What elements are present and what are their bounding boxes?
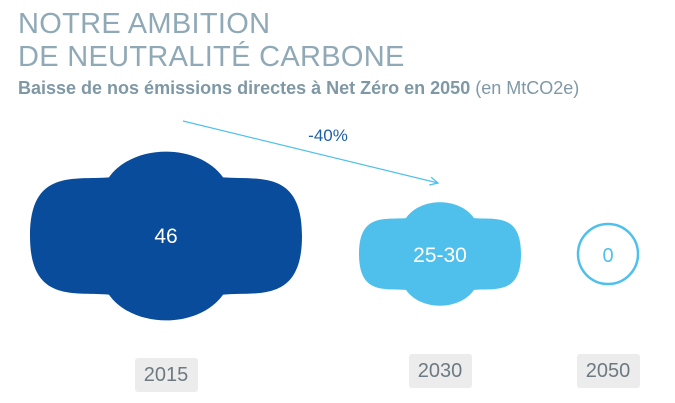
value-label-2015: 46 [154,225,177,248]
emission-bubble-2030 [359,202,521,306]
title-line-1: NOTRE AMBITION [18,8,271,40]
emission-bubble-2015 [30,151,302,321]
chart-subtitle: Baisse de nos émissions directes à Net Z… [18,78,579,99]
value-label-2030: 25-30 [413,244,467,267]
reduction-arrow [182,120,438,183]
year-label-2015: 2015 [134,358,198,392]
bubble-layer: 46 25-30 0 [30,151,640,321]
year-label-2030: 2030 [408,354,472,388]
title-line-2: DE NEUTRALITÉ CARBONE [18,41,405,73]
subtitle-text: Baisse de nos émissions directes à Net Z… [18,78,471,98]
page-title: NOTRE AMBITION DE NEUTRALITÉ CARBONE [18,8,405,74]
subtitle-unit: (en MtCO2e) [475,78,580,98]
emission-bubble-2050 [576,222,640,286]
reduction-label: -40% [308,126,348,145]
value-label-2050: 0 [602,245,613,267]
year-label-2050: 2050 [576,354,640,388]
